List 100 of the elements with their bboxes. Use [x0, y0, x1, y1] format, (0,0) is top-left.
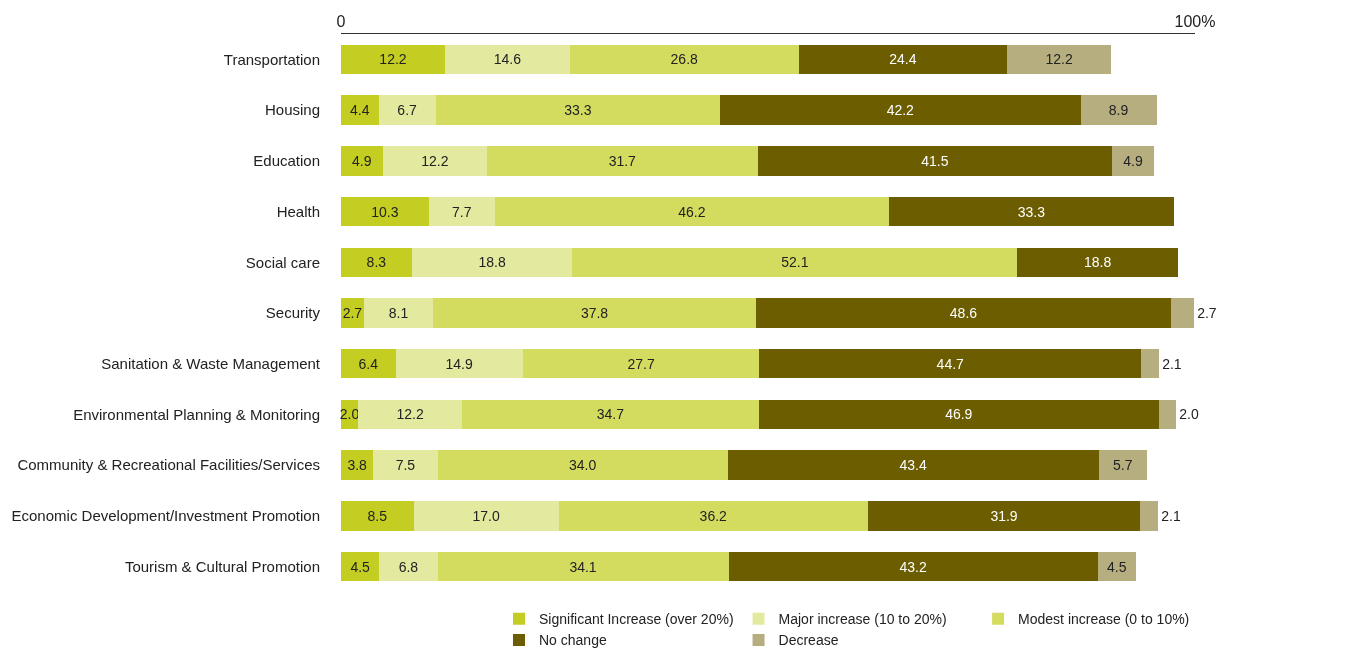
- data-label: 31.7: [608, 152, 637, 169]
- data-label: 2.0: [1179, 406, 1199, 423]
- data-label: 8.3: [366, 254, 387, 271]
- bar: [411, 247, 573, 277]
- bar: [462, 399, 759, 430]
- bar: [445, 44, 570, 75]
- data-label: 2.1: [1161, 507, 1181, 524]
- bar: [1098, 450, 1148, 480]
- bar: [428, 196, 495, 227]
- data-label: 27.7: [627, 355, 655, 372]
- bar: [395, 349, 523, 379]
- bar: [758, 399, 1160, 430]
- bar: [433, 298, 757, 328]
- data-label: 12.2: [396, 406, 424, 423]
- bar: [341, 196, 429, 227]
- data-label: 4.9: [352, 152, 372, 169]
- bar: [558, 501, 868, 531]
- y-tick-label: Sanitation & Waste Management: [101, 354, 321, 372]
- y-tick-label: Tourism & Cultural Promotion: [124, 557, 320, 575]
- data-label: 6.4: [358, 355, 379, 372]
- bar: [435, 95, 721, 125]
- data-label: 6.8: [398, 558, 419, 575]
- data-label: 4.4: [349, 102, 370, 119]
- data-label: 34.1: [569, 558, 597, 575]
- data-label: 36.2: [699, 507, 728, 524]
- data-label: 46.9: [945, 406, 973, 423]
- data-label: 33.3: [1017, 203, 1046, 220]
- bar: [728, 551, 1098, 582]
- data-label: 34.7: [596, 406, 625, 423]
- y-tick-label: Community & Recreational Facilities/Services: [17, 456, 320, 474]
- bar: [759, 349, 1142, 379]
- bar: [1141, 349, 1160, 379]
- data-label: 8.1: [388, 305, 409, 321]
- data-label: 12.2: [379, 51, 407, 68]
- bar: [382, 146, 488, 176]
- data-label: 42.2: [886, 102, 915, 119]
- data-label: 24.4: [889, 51, 917, 68]
- bar: [757, 146, 1113, 176]
- bar: [572, 247, 1018, 277]
- data-label: 12.2: [1045, 51, 1073, 68]
- data-label: 44.7: [936, 355, 965, 372]
- data-label: 4.5: [350, 558, 371, 575]
- data-label: 2.1: [1162, 355, 1182, 372]
- bar: [379, 551, 438, 582]
- data-label: 10.3: [371, 203, 399, 220]
- data-label: 12.2: [421, 152, 449, 169]
- bar: [373, 450, 438, 480]
- bar: [569, 44, 799, 75]
- data-label: 46.2: [678, 203, 706, 220]
- data-label: 52.1: [781, 254, 809, 271]
- bar: [1017, 247, 1178, 277]
- data-label: 5.7: [1113, 457, 1133, 474]
- data-label: 31.9: [990, 507, 1018, 524]
- bar: [798, 44, 1008, 75]
- bar: [1171, 298, 1195, 328]
- data-label: 37.8: [580, 305, 609, 321]
- legend-label: Modest increase (0 to 10%): [1018, 611, 1190, 628]
- bar: [341, 44, 446, 75]
- data-label: 7.7: [452, 203, 472, 220]
- bar: [341, 247, 412, 277]
- bar: [437, 551, 729, 582]
- data-label: 7.5: [395, 457, 416, 474]
- data-label: 2.7: [1197, 305, 1217, 321]
- bar: [364, 298, 434, 328]
- bar: [437, 450, 728, 480]
- bar: [720, 95, 1081, 125]
- data-label: 17.0: [472, 507, 500, 524]
- data-label: 14.6: [493, 51, 522, 68]
- legend-label: Decrease: [778, 632, 839, 649]
- y-tick-label: Education: [253, 152, 320, 170]
- y-tick-label: Economic Development/Investment Promotion: [11, 507, 320, 525]
- y-tick-label: Transportation: [223, 50, 320, 68]
- data-label: 48.6: [949, 305, 978, 321]
- data-label: 6.7: [397, 102, 418, 119]
- bar: [341, 349, 396, 379]
- data-label: 8.5: [367, 507, 388, 524]
- bar: [1007, 44, 1112, 75]
- bar: [358, 399, 463, 430]
- bar: [867, 501, 1141, 531]
- data-label: 8.9: [1108, 102, 1129, 119]
- y-tick-label: Health: [276, 202, 320, 220]
- legend-label: Major increase (10 to 20%): [778, 611, 947, 628]
- bar: [413, 501, 559, 531]
- legend-label: Significant Increase (over 20%): [539, 611, 734, 628]
- data-label: 18.8: [478, 254, 506, 271]
- data-label: 18.8: [1083, 254, 1112, 271]
- data-label: 43.4: [899, 457, 927, 474]
- data-label: 4.9: [1123, 152, 1143, 169]
- bar: [727, 450, 1099, 480]
- data-label: 43.2: [899, 558, 927, 575]
- bar: [522, 349, 760, 379]
- bar: [378, 95, 436, 125]
- y-tick-label: Security: [265, 304, 321, 322]
- bar: [341, 501, 414, 531]
- bar: [487, 146, 758, 176]
- data-label: 2.7: [342, 305, 363, 321]
- data-label: 33.3: [564, 102, 592, 119]
- bar: [1159, 399, 1177, 430]
- bar: [494, 196, 890, 227]
- y-tick-label: Social care: [245, 253, 320, 271]
